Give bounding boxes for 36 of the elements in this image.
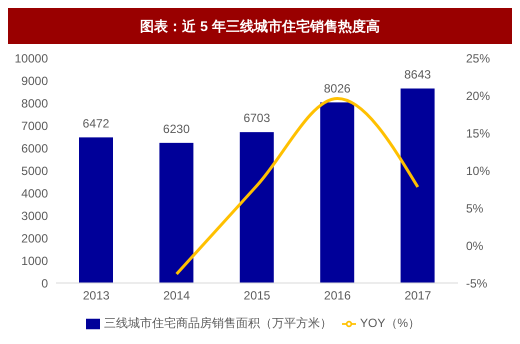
chart-title: 图表：近 5 年三线城市住宅销售热度高 [8,8,512,44]
y2-tick-label: 20% [466,88,490,103]
y2-tick-label: 15% [466,126,490,140]
x-tick-label: 2013 [82,288,110,303]
y2-tick-label: 0% [466,238,484,253]
y2-tick-label: 25% [466,51,490,66]
bar [400,88,435,283]
y-tick-label: 4000 [21,186,48,200]
data-label: 6703 [243,111,270,126]
y-tick-label: 7000 [21,118,48,133]
y-tick-label: 1000 [21,254,48,268]
bar [240,132,274,283]
y-tick-label: 9000 [21,74,48,88]
legend-label: YOY（%） [360,316,420,330]
y2-tick-label: 5% [466,201,484,216]
y2-tick-label: -5% [466,276,488,290]
y-tick-label: 2000 [21,231,48,246]
x-tick-label: 2015 [244,288,271,303]
data-label: 6472 [82,116,110,130]
data-label: 8643 [404,68,432,82]
y-tick-label: 3000 [21,208,48,223]
y2-tick-label: 10% [466,164,490,178]
y-tick-label: 5000 [21,164,48,178]
bar [79,137,113,283]
x-tick-label: 2016 [324,288,352,303]
x-tick-label: 2017 [404,288,432,303]
y-tick-label: 6000 [21,141,48,156]
y-tick-label: 8000 [21,96,48,110]
y-tick-label: 10000 [14,51,48,66]
data-label: 6230 [163,122,190,136]
data-label: 8026 [324,81,351,96]
x-tick-label: 2014 [163,288,190,303]
bar [159,142,194,283]
legend-label: 三线城市住宅商品房销售面积（万平方米） [104,316,332,330]
bar [320,102,354,283]
y-tick-label: 0 [41,276,48,290]
